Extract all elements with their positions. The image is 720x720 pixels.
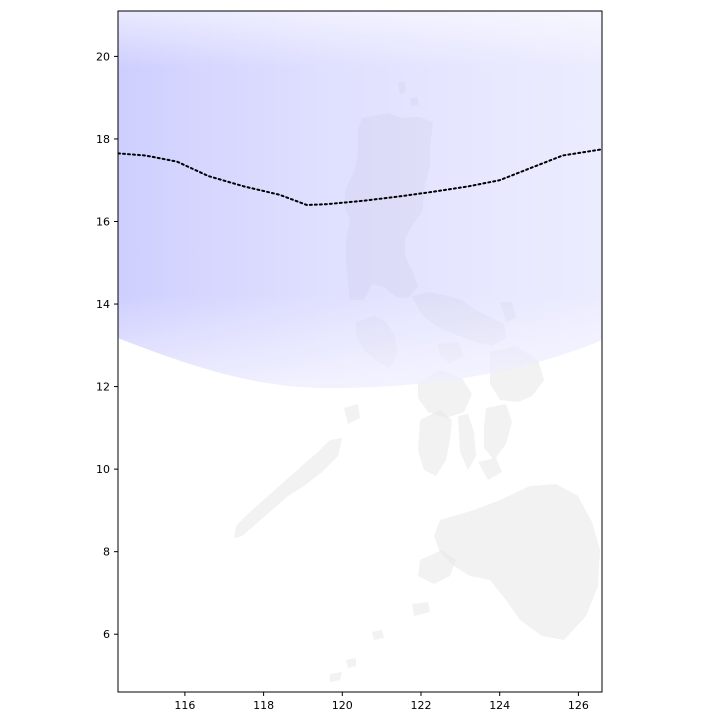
plot-area xyxy=(118,11,602,682)
y-tick-label: 10 xyxy=(96,463,110,476)
sulu-island-2 xyxy=(346,658,356,668)
leyte-landmass xyxy=(484,404,512,460)
calamian-island xyxy=(344,404,360,424)
shaded-band xyxy=(118,11,602,388)
sulu-island-1 xyxy=(372,630,384,640)
y-tick-label: 18 xyxy=(96,133,110,146)
y-tick-label: 14 xyxy=(96,298,110,311)
basilan-island xyxy=(412,602,430,616)
x-tick-label: 126 xyxy=(568,699,589,712)
negros-landmass xyxy=(418,410,452,476)
x-tick-label: 122 xyxy=(410,699,431,712)
y-tick-label: 8 xyxy=(103,546,110,559)
y-axis: 6 8 10 12 14 16 18 20 xyxy=(96,50,118,641)
x-tick-label: 116 xyxy=(174,699,195,712)
y-tick-label: 20 xyxy=(96,50,110,63)
x-tick-label: 118 xyxy=(253,699,274,712)
mindanao-landmass xyxy=(434,484,600,640)
y-tick-label: 12 xyxy=(96,381,110,394)
palawan-landmass xyxy=(234,438,342,538)
tawi-tawi-island xyxy=(330,672,342,682)
bohol-island xyxy=(478,458,502,480)
cebu-landmass xyxy=(458,414,476,470)
band-edge-fade xyxy=(118,11,602,388)
x-tick-label: 120 xyxy=(332,699,353,712)
y-tick-label: 16 xyxy=(96,215,110,228)
y-tick-label: 6 xyxy=(103,628,110,641)
x-tick-label: 124 xyxy=(489,699,510,712)
x-axis: 116 118 120 122 124 126 xyxy=(174,692,588,712)
